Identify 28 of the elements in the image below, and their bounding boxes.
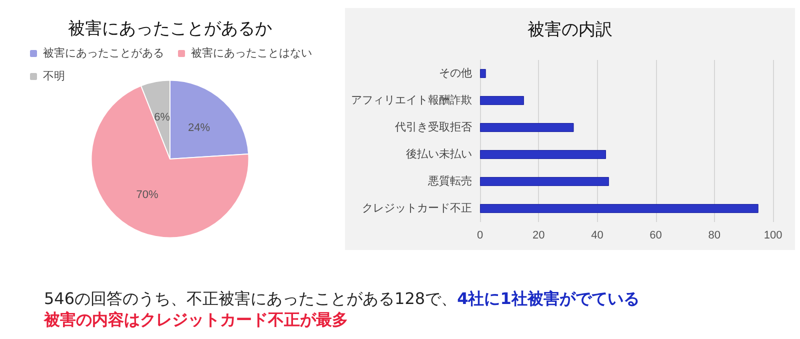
- bar: [480, 123, 574, 132]
- x-tick-label: 40: [591, 230, 604, 242]
- x-tick-label: 80: [708, 230, 721, 242]
- legend-label: 不明: [43, 70, 65, 82]
- x-tick-label: 0: [476, 230, 484, 242]
- text: 4社に1社被害がでている: [457, 289, 640, 308]
- legend-label: 被害にあったことはない: [191, 46, 312, 60]
- bar: [480, 69, 486, 78]
- bar: [480, 177, 609, 186]
- chart-title: 被害にあったことがあるか: [68, 19, 272, 38]
- chart-title: 被害の内訳: [528, 20, 612, 39]
- y-tick-label: アフィリエイト報酬詐欺: [351, 94, 472, 106]
- x-tick-label: 100: [764, 230, 782, 242]
- y-tick-label: 悪質転売: [427, 174, 472, 188]
- legend-label: 被害にあったことがある: [43, 46, 164, 60]
- text: 546の回答のうち、不正被害にあったことがある128で、: [44, 289, 458, 308]
- bar: [480, 96, 524, 105]
- y-tick-label: クレジットカード不正: [362, 202, 472, 214]
- y-tick-label: その他: [439, 68, 472, 80]
- bar: [480, 204, 758, 213]
- data-label: 24%: [188, 122, 210, 134]
- x-tick-label: 20: [532, 230, 545, 242]
- data-label: 70%: [136, 188, 159, 201]
- x-tick-label: 60: [650, 230, 662, 242]
- y-tick-label: 後払い未払い: [406, 148, 472, 160]
- y-tick-label: 代引き受取拒否: [394, 120, 472, 134]
- bar: [480, 150, 606, 159]
- text: 被害の内容はクレジットカード不正が最多: [44, 310, 348, 329]
